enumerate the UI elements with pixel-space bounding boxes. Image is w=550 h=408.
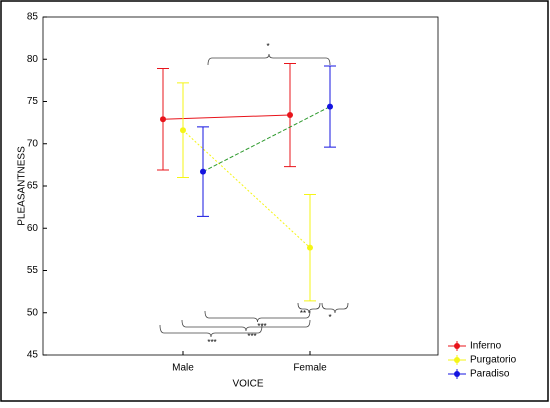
series-line (182, 129, 311, 249)
x-tick-label: Male (172, 363, 194, 374)
significance-brace (207, 53, 331, 66)
legend-dot (454, 357, 460, 363)
point (200, 168, 206, 175)
point (160, 116, 166, 123)
significance-label: *** (207, 338, 216, 347)
legend-dot (454, 343, 460, 349)
y-tick-label: 80 (27, 54, 39, 65)
series-line (162, 114, 291, 120)
y-axis-label: PLEASANTNESS (17, 146, 28, 226)
y-tick-label: 65 (27, 181, 39, 192)
significance-label: *** (247, 332, 256, 341)
x-axis-label: VOICE (232, 379, 263, 390)
y-tick-label: 60 (27, 223, 39, 234)
significance-brace (204, 310, 311, 323)
y-tick-label: 50 (27, 307, 39, 318)
significance-label: * (328, 313, 331, 322)
significance-label: ** (300, 309, 306, 318)
x-tick-label: Female (293, 363, 327, 374)
y-tick-label: 55 (27, 265, 39, 276)
y-tick-label: 70 (27, 138, 39, 149)
point (307, 244, 313, 251)
point (287, 112, 293, 119)
significance-label: * (266, 42, 269, 51)
point (327, 103, 333, 110)
point (180, 127, 186, 134)
significance-brace (181, 319, 311, 332)
significance-brace (297, 302, 321, 314)
y-tick-label: 85 (27, 12, 39, 23)
legend-label: Paradiso (470, 369, 510, 380)
significance-brace (321, 302, 349, 314)
y-tick-label: 45 (27, 350, 39, 361)
legend-label: Inferno (470, 341, 502, 352)
significance-brace (159, 324, 263, 338)
legend-label: Purgatorio (470, 355, 517, 366)
y-tick-label: 75 (27, 96, 39, 107)
legend-dot (454, 371, 460, 377)
